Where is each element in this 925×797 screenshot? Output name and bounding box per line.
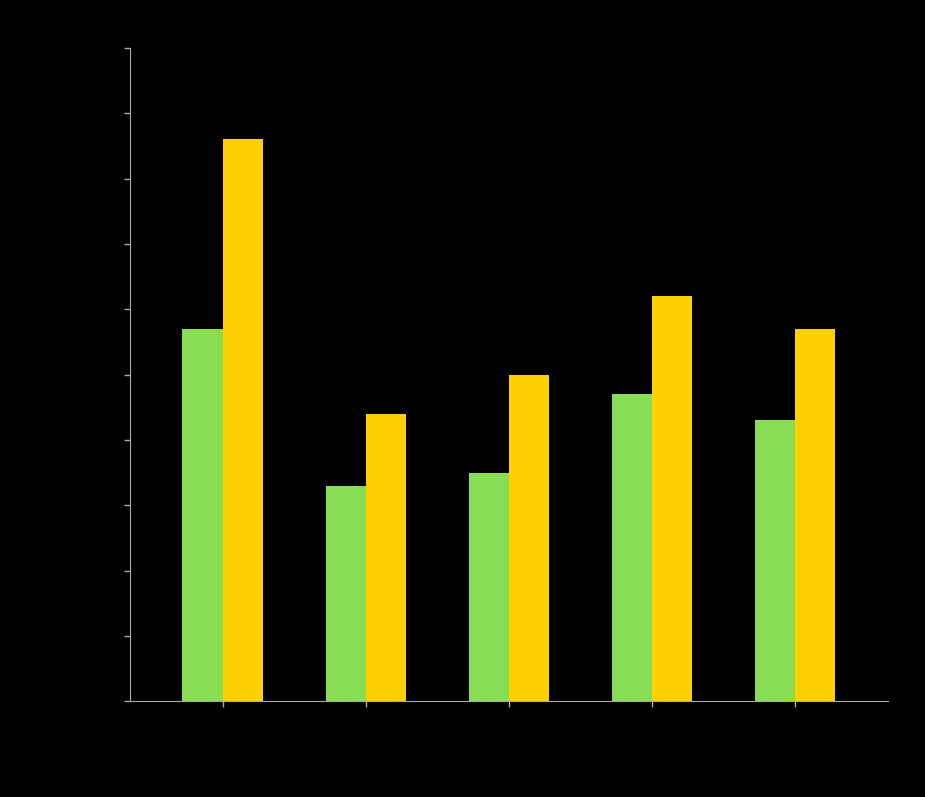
Bar xyxy=(365,414,406,701)
Bar xyxy=(223,139,263,701)
Bar xyxy=(652,296,692,701)
Bar xyxy=(611,395,652,701)
Bar xyxy=(326,485,365,701)
Bar xyxy=(509,375,549,701)
Bar xyxy=(755,420,795,701)
Bar xyxy=(469,473,509,701)
Bar xyxy=(182,329,223,701)
Bar xyxy=(795,329,835,701)
